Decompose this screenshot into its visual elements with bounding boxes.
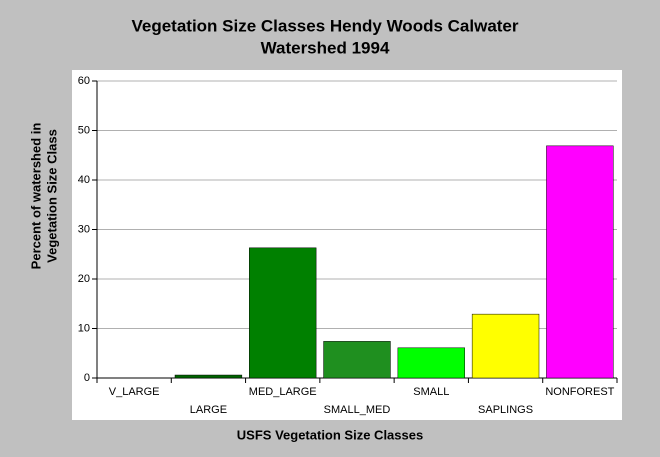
bar: [546, 145, 614, 379]
bar: [323, 341, 391, 379]
y-axis-title: Percent of watershed in: [28, 123, 43, 270]
y-tick-label: 60: [78, 75, 90, 87]
x-tick-label: MED_LARGE: [249, 386, 317, 398]
x-tick-label: LARGE: [190, 404, 227, 416]
x-tick-label: SMALL_MED: [324, 404, 391, 416]
bar: [397, 347, 465, 379]
y-tick-label: 20: [78, 273, 90, 285]
y-tick-label: 0: [84, 372, 90, 384]
y-tick-label: 50: [78, 124, 90, 136]
chart-title: Vegetation Size Classes Hendy Woods Calw…: [131, 16, 518, 35]
y-tick-label: 30: [78, 223, 90, 235]
bar: [249, 247, 317, 379]
x-tick-label: NONFOREST: [545, 386, 614, 398]
y-tick-label: 10: [78, 322, 90, 334]
y-axis-title: Vegetation Size Class: [44, 129, 59, 263]
y-tick-label: 40: [78, 174, 90, 186]
bar: [471, 313, 540, 379]
chart-title: Watershed 1994: [261, 38, 390, 57]
x-tick-label: V_LARGE: [109, 386, 160, 398]
x-tick-label: SMALL: [413, 386, 449, 398]
bar: [174, 374, 243, 379]
x-tick-label: SAPLINGS: [478, 404, 533, 416]
x-axis-title: USFS Vegetation Size Classes: [237, 427, 423, 442]
